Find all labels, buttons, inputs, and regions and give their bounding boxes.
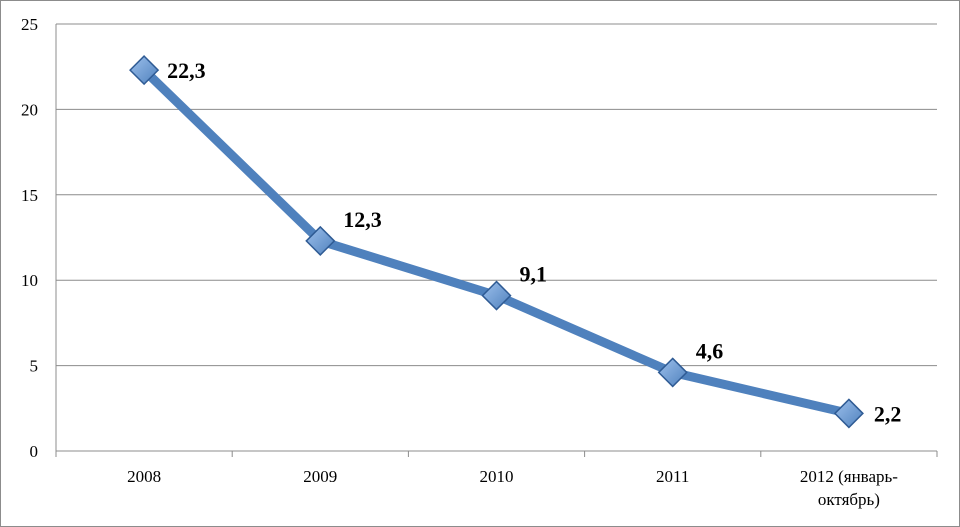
axes: 0 5 10 15 20 25 2008 2009 2010 2011 2012 (январь-о… xyxy=(21,15,938,509)
x-tick-label: 2012 (январь-октябрь) xyxy=(800,467,898,509)
data-label: 12,3 xyxy=(343,207,382,232)
x-tick-label: 2008 xyxy=(127,467,161,486)
x-tick-label: 2011 xyxy=(656,467,689,486)
data-label: 2,2 xyxy=(874,401,902,426)
gridlines xyxy=(56,23,937,367)
y-tick-label: 0 xyxy=(30,442,39,461)
y-tick-label: 25 xyxy=(21,15,38,34)
data-point-marker xyxy=(833,398,864,429)
data-point-marker xyxy=(129,55,160,86)
x-tick-label: 2009 xyxy=(303,467,337,486)
data-label: 9,1 xyxy=(520,262,548,287)
data-point-marker xyxy=(481,280,512,311)
y-tick-label: 20 xyxy=(21,100,38,119)
data-point-marker xyxy=(305,225,336,256)
data-label: 4,6 xyxy=(696,338,724,363)
series-line xyxy=(139,65,854,418)
data-point-marker xyxy=(657,357,688,388)
y-tick-label: 10 xyxy=(21,271,38,290)
series xyxy=(129,55,864,429)
data-label: 22,3 xyxy=(167,58,206,83)
y-tick-label: 5 xyxy=(30,357,39,376)
y-tick-label: 15 xyxy=(21,186,38,205)
data-labels: 22,3 12,3 9,1 4,6 2,2 xyxy=(167,58,901,426)
x-tick-label: 2010 xyxy=(480,467,514,486)
